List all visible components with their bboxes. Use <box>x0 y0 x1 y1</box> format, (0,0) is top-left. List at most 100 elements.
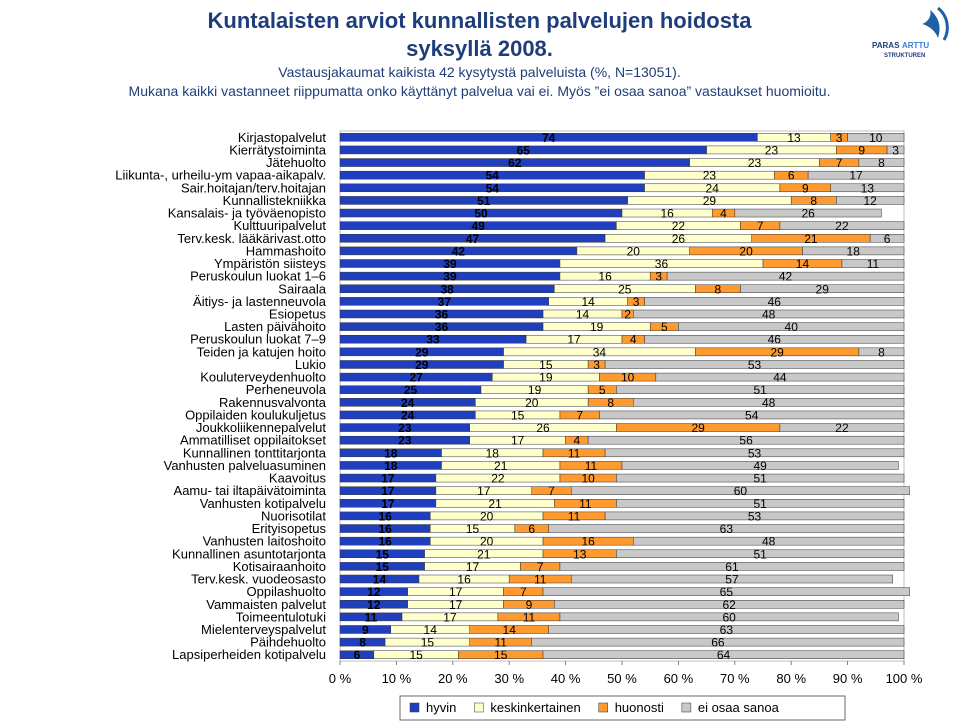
data-label: 26 <box>672 232 686 246</box>
data-label: 17 <box>443 610 457 624</box>
category-label: Sair.hoitajan/terv.hoitajan <box>181 180 326 195</box>
data-label: 4 <box>574 434 581 448</box>
data-label: 22 <box>672 219 686 233</box>
bar-segment-ei-osaa-sanoa <box>740 284 905 293</box>
bar-segment-ei-osaa-sanoa <box>587 435 905 445</box>
data-label: 21 <box>494 459 508 473</box>
data-label: 48 <box>762 307 776 321</box>
bar-segment-ei-osaa-sanoa <box>802 246 905 256</box>
x-tick-label: 0 % <box>329 671 352 686</box>
data-label: 24 <box>401 396 415 410</box>
category-label: Vanhusten kotipalvelu <box>200 496 326 511</box>
data-label: 36 <box>435 320 449 334</box>
data-label: 14 <box>581 295 595 309</box>
data-label: 34 <box>593 345 607 359</box>
data-label: 21 <box>488 497 502 511</box>
x-tick-label: 50 % <box>607 671 637 686</box>
data-label: 7 <box>537 560 544 574</box>
data-label: 17 <box>381 484 395 498</box>
data-label: 14 <box>503 623 517 637</box>
bar-segment-ei-osaa-sanoa <box>599 410 905 420</box>
data-label: 9 <box>858 143 865 157</box>
data-label: 11 <box>579 497 592 511</box>
data-label: 51 <box>477 194 491 208</box>
data-label: 24 <box>706 181 720 195</box>
logo-text-arttu: ARTTU <box>902 41 929 50</box>
category-label: Vammaisten palvelut <box>206 597 326 612</box>
data-label: 29 <box>770 345 784 359</box>
category-label: Lasten päivähoito <box>224 319 326 334</box>
data-label: 64 <box>717 648 731 662</box>
data-label: 14 <box>796 257 810 271</box>
data-label: 15 <box>421 636 435 650</box>
category-label: Kierrätystoiminta <box>229 142 327 157</box>
legend-swatch <box>681 702 692 713</box>
data-label: 60 <box>734 484 748 498</box>
data-label: 39 <box>443 257 457 271</box>
data-label: 20 <box>739 244 753 258</box>
data-label: 14 <box>424 623 438 637</box>
chart-subtitle-line2: Mukana kaikki vastanneet riippumatta onk… <box>128 83 831 99</box>
data-label: 49 <box>754 459 768 473</box>
data-label: 10 <box>869 131 883 145</box>
data-label: 15 <box>494 648 508 662</box>
x-tick-label: 40 % <box>551 671 581 686</box>
category-label: Kotisairaanhoito <box>233 559 326 574</box>
bar-segment-ei-osaa-sanoa <box>644 334 905 344</box>
data-label: 8 <box>810 194 817 208</box>
category-label: Terv.kesk. vuodeosasto <box>191 572 326 587</box>
data-label: 26 <box>536 421 550 435</box>
bar-segment-ei-osaa-sanoa <box>644 297 905 306</box>
category-label: Peruskoulun luokat 1–6 <box>190 269 326 284</box>
bar-segment-ei-osaa-sanoa <box>616 549 905 559</box>
logo-text-rakenne: STRUKTUREN <box>884 53 925 59</box>
data-label: 19 <box>590 320 604 334</box>
bar-segment-ei-osaa-sanoa <box>655 372 905 382</box>
data-label: 66 <box>711 636 725 650</box>
data-label: 53 <box>748 509 762 523</box>
category-label: Toimeentulotuki <box>236 609 326 624</box>
data-label: 5 <box>599 383 606 397</box>
data-label: 4 <box>630 333 637 347</box>
category-label: Liikunta-, urheilu-ym vapaa-aikapalv. <box>115 168 326 183</box>
data-label: 23 <box>765 143 779 157</box>
data-label: 3 <box>836 131 843 145</box>
legend-swatch <box>474 702 484 713</box>
data-label: 26 <box>801 207 815 221</box>
category-label: Ympäristön siisteys <box>214 256 326 271</box>
data-label: 24 <box>401 408 415 422</box>
data-label: 42 <box>779 270 793 284</box>
bar-segment-ei-osaa-sanoa <box>633 536 905 546</box>
data-label: 3 <box>655 270 662 284</box>
data-label: 18 <box>384 459 398 473</box>
logo-swoosh-shape <box>922 10 940 38</box>
data-label: 19 <box>539 371 553 385</box>
data-label: 12 <box>863 194 877 208</box>
category-label: Sairaala <box>278 281 326 296</box>
bar-segment-ei-osaa-sanoa <box>616 499 905 508</box>
bar-segment-ei-osaa-sanoa <box>858 158 905 167</box>
data-label: 9 <box>802 181 809 195</box>
data-label: 17 <box>449 585 463 599</box>
category-label: Vanhusten laitoshoito <box>203 534 326 549</box>
x-tick-label: 80 % <box>776 671 806 686</box>
data-label: 65 <box>517 143 531 157</box>
data-label: 7 <box>836 156 843 170</box>
data-label: 74 <box>542 131 556 145</box>
data-label: 18 <box>847 244 861 258</box>
legend-label: hyvin <box>426 700 456 715</box>
x-tick-label: 100 % <box>886 671 923 686</box>
category-label: Päihdehuolto <box>250 635 326 650</box>
chart-title-line2: syksyllä 2008. <box>406 36 553 61</box>
category-label: Vanhusten palveluasuminen <box>164 458 326 473</box>
bar-segment-ei-osaa-sanoa <box>531 637 905 647</box>
data-label: 16 <box>457 573 471 587</box>
bar-segment-ei-osaa-sanoa <box>633 309 905 319</box>
bar-segment-ei-osaa-sanoa <box>548 625 905 634</box>
data-label: 6 <box>788 169 795 183</box>
data-label: 63 <box>720 522 734 536</box>
bar-segment-ei-osaa-sanoa <box>554 600 905 609</box>
data-label: 3 <box>633 295 640 309</box>
data-label: 48 <box>762 396 776 410</box>
